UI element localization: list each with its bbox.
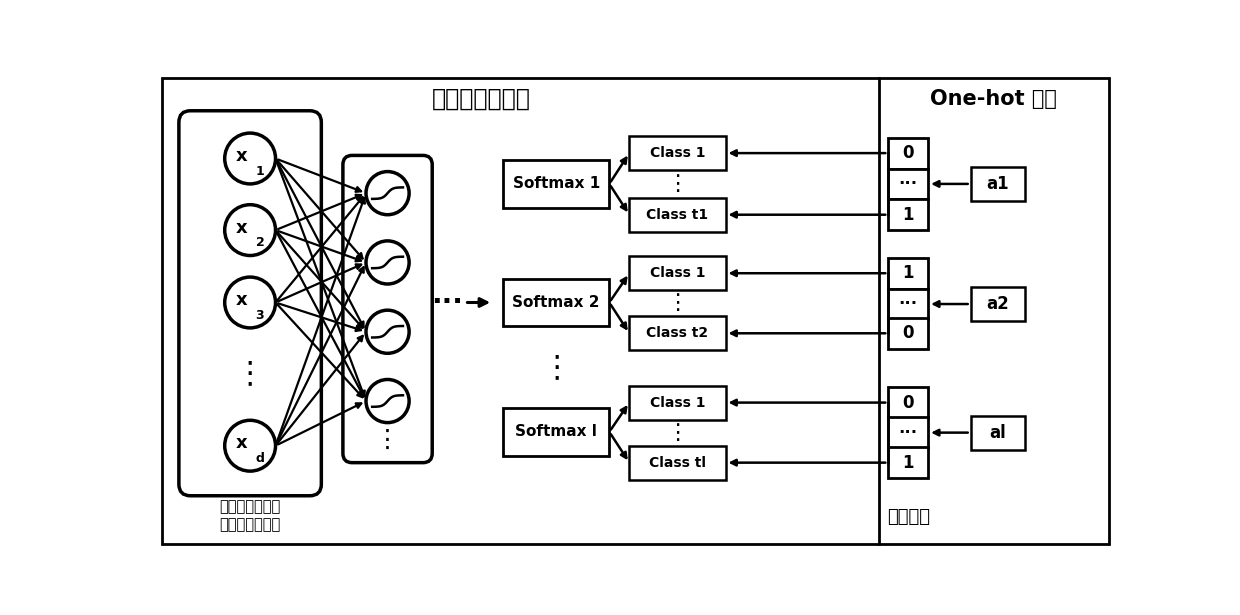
Text: ⋮: ⋮ (234, 360, 265, 389)
Text: ···: ··· (432, 288, 463, 317)
Text: Softmax l: Softmax l (516, 424, 598, 439)
Text: Class tl: Class tl (649, 456, 706, 470)
Text: a2: a2 (986, 295, 1009, 313)
Text: ⋮: ⋮ (666, 174, 688, 194)
FancyBboxPatch shape (888, 258, 929, 288)
Text: 3: 3 (255, 309, 264, 322)
Text: 属性向量: 属性向量 (887, 507, 930, 526)
Text: Class t1: Class t1 (646, 208, 708, 222)
Text: 1: 1 (903, 454, 914, 472)
FancyBboxPatch shape (630, 386, 725, 419)
FancyBboxPatch shape (888, 318, 929, 349)
FancyBboxPatch shape (179, 111, 321, 496)
Text: ···: ··· (899, 424, 918, 442)
FancyBboxPatch shape (630, 136, 725, 170)
Text: Softmax 2: Softmax 2 (512, 295, 600, 310)
Text: 1: 1 (903, 205, 914, 224)
Text: 2: 2 (255, 236, 264, 249)
FancyBboxPatch shape (888, 447, 929, 478)
FancyBboxPatch shape (888, 169, 929, 199)
FancyBboxPatch shape (630, 198, 725, 232)
Text: ···: ··· (899, 295, 918, 313)
Text: 1: 1 (903, 264, 914, 282)
Text: d: d (255, 452, 264, 465)
FancyBboxPatch shape (503, 279, 609, 327)
Circle shape (224, 133, 275, 184)
Text: 0: 0 (903, 324, 914, 343)
Circle shape (366, 310, 409, 353)
Text: 1: 1 (255, 165, 264, 178)
Text: x: x (236, 434, 247, 453)
Text: Class 1: Class 1 (650, 395, 706, 410)
Text: al: al (990, 424, 1006, 442)
FancyBboxPatch shape (888, 138, 929, 169)
Text: Softmax 1: Softmax 1 (512, 177, 600, 191)
Circle shape (224, 205, 275, 255)
FancyBboxPatch shape (888, 288, 929, 319)
Text: One-hot 编码: One-hot 编码 (930, 89, 1056, 109)
FancyBboxPatch shape (971, 416, 1024, 450)
FancyBboxPatch shape (888, 387, 929, 418)
Text: ⋮: ⋮ (541, 352, 572, 382)
Text: Class 1: Class 1 (650, 266, 706, 280)
Text: x: x (236, 291, 247, 309)
Text: x: x (236, 147, 247, 165)
Text: x: x (236, 219, 247, 237)
Text: 0: 0 (903, 144, 914, 162)
Text: ⋮: ⋮ (666, 423, 688, 443)
Text: Class 1: Class 1 (650, 146, 706, 160)
FancyBboxPatch shape (630, 316, 725, 350)
FancyBboxPatch shape (503, 408, 609, 456)
Text: Class t2: Class t2 (646, 327, 708, 340)
Text: a1: a1 (986, 175, 1009, 193)
Circle shape (366, 172, 409, 215)
FancyBboxPatch shape (888, 417, 929, 448)
FancyBboxPatch shape (162, 77, 1109, 544)
FancyBboxPatch shape (888, 199, 929, 230)
Text: 用户在低维空间
的实值向量表示: 用户在低维空间 的实值向量表示 (219, 499, 280, 532)
FancyBboxPatch shape (971, 167, 1024, 201)
Circle shape (366, 379, 409, 423)
Circle shape (224, 277, 275, 328)
FancyBboxPatch shape (343, 156, 433, 462)
FancyBboxPatch shape (630, 256, 725, 290)
Text: 多属性推断模型: 多属性推断模型 (432, 87, 531, 111)
FancyBboxPatch shape (503, 160, 609, 208)
Text: ⋮: ⋮ (666, 293, 688, 313)
Text: ···: ··· (899, 175, 918, 193)
Text: ⋮: ⋮ (374, 427, 401, 451)
FancyBboxPatch shape (630, 446, 725, 480)
FancyBboxPatch shape (971, 287, 1024, 321)
Circle shape (224, 420, 275, 471)
Circle shape (366, 241, 409, 284)
Text: 0: 0 (903, 394, 914, 411)
